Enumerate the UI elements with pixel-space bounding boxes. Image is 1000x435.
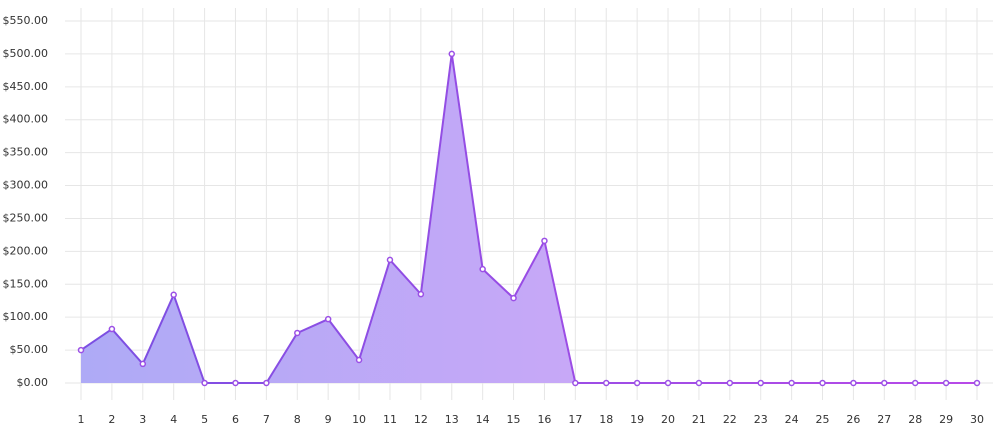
y-tick-label: $400.00 bbox=[3, 113, 49, 126]
point bbox=[263, 379, 270, 387]
point bbox=[77, 346, 85, 354]
point bbox=[602, 379, 610, 387]
y-tick-label: $450.00 bbox=[3, 80, 49, 93]
x-tick-label: 5 bbox=[201, 413, 208, 426]
point bbox=[942, 379, 950, 387]
point bbox=[664, 379, 672, 387]
point bbox=[386, 256, 394, 264]
point bbox=[572, 379, 579, 387]
x-tick-label: 7 bbox=[263, 413, 270, 426]
point bbox=[819, 379, 826, 387]
point bbox=[695, 379, 703, 387]
y-tick-label: $150.00 bbox=[3, 277, 49, 290]
x-tick-label: 28 bbox=[908, 413, 922, 426]
x-tick-label: 13 bbox=[445, 413, 459, 426]
x-tick-label: 19 bbox=[630, 413, 644, 426]
x-tick-label: 1 bbox=[78, 413, 85, 426]
point bbox=[201, 379, 208, 387]
point bbox=[788, 379, 795, 387]
x-tick-label: 23 bbox=[754, 413, 768, 426]
x-tick-label: 16 bbox=[537, 413, 551, 426]
point bbox=[757, 379, 764, 387]
x-tick-label: 24 bbox=[785, 413, 799, 426]
point bbox=[170, 291, 177, 299]
line bbox=[80, 53, 977, 384]
y-tick-label: $250.00 bbox=[3, 211, 49, 224]
x-tick-label: 22 bbox=[723, 413, 737, 426]
x-tick-label: 2 bbox=[108, 413, 115, 426]
y-tick-label: $100.00 bbox=[3, 310, 49, 323]
x-tick-label: 9 bbox=[325, 413, 332, 426]
y-tick-label: $350.00 bbox=[3, 146, 49, 159]
point bbox=[541, 237, 548, 245]
x-tick-label: 3 bbox=[139, 413, 146, 426]
point bbox=[850, 379, 857, 387]
x-tick-label: 27 bbox=[877, 413, 891, 426]
x-tick-label: 10 bbox=[352, 413, 366, 426]
x-tick-label: 17 bbox=[568, 413, 582, 426]
x-tick-label: 30 bbox=[970, 413, 984, 426]
x-tick-label: 25 bbox=[816, 413, 830, 426]
y-tick-label: $0.00 bbox=[17, 376, 49, 389]
point bbox=[232, 379, 239, 387]
point bbox=[479, 265, 486, 273]
y-tick-label: $300.00 bbox=[3, 179, 49, 192]
x-tick-label: 15 bbox=[507, 413, 521, 426]
point bbox=[911, 379, 919, 387]
point bbox=[355, 356, 363, 364]
area-fill bbox=[81, 53, 977, 384]
point bbox=[108, 325, 116, 333]
point bbox=[294, 329, 301, 337]
x-tick-label: 26 bbox=[846, 413, 860, 426]
x-tick-label: 11 bbox=[383, 413, 397, 426]
point bbox=[633, 379, 641, 387]
x-tick-label: 6 bbox=[232, 413, 239, 426]
point bbox=[726, 379, 734, 387]
point bbox=[324, 315, 332, 323]
x-tick-label: 4 bbox=[170, 413, 177, 426]
point bbox=[973, 379, 981, 387]
x-tick-label: 20 bbox=[661, 413, 675, 426]
x-tick-label: 8 bbox=[294, 413, 301, 426]
point bbox=[417, 290, 425, 298]
point bbox=[139, 360, 147, 368]
point bbox=[881, 379, 888, 387]
y-tick-label: $500.00 bbox=[3, 47, 49, 60]
x-tick-label: 14 bbox=[476, 413, 490, 426]
y-tick-label: $50.00 bbox=[10, 343, 49, 356]
point bbox=[448, 50, 456, 58]
x-tick-label: 21 bbox=[692, 413, 706, 426]
x-tick-label: 29 bbox=[939, 413, 953, 426]
x-tick-label: 12 bbox=[414, 413, 428, 426]
y-tick-label: $200.00 bbox=[3, 244, 49, 257]
y-tick-label: $550.00 bbox=[3, 14, 49, 27]
x-tick-label: 18 bbox=[599, 413, 613, 426]
point bbox=[510, 294, 517, 302]
